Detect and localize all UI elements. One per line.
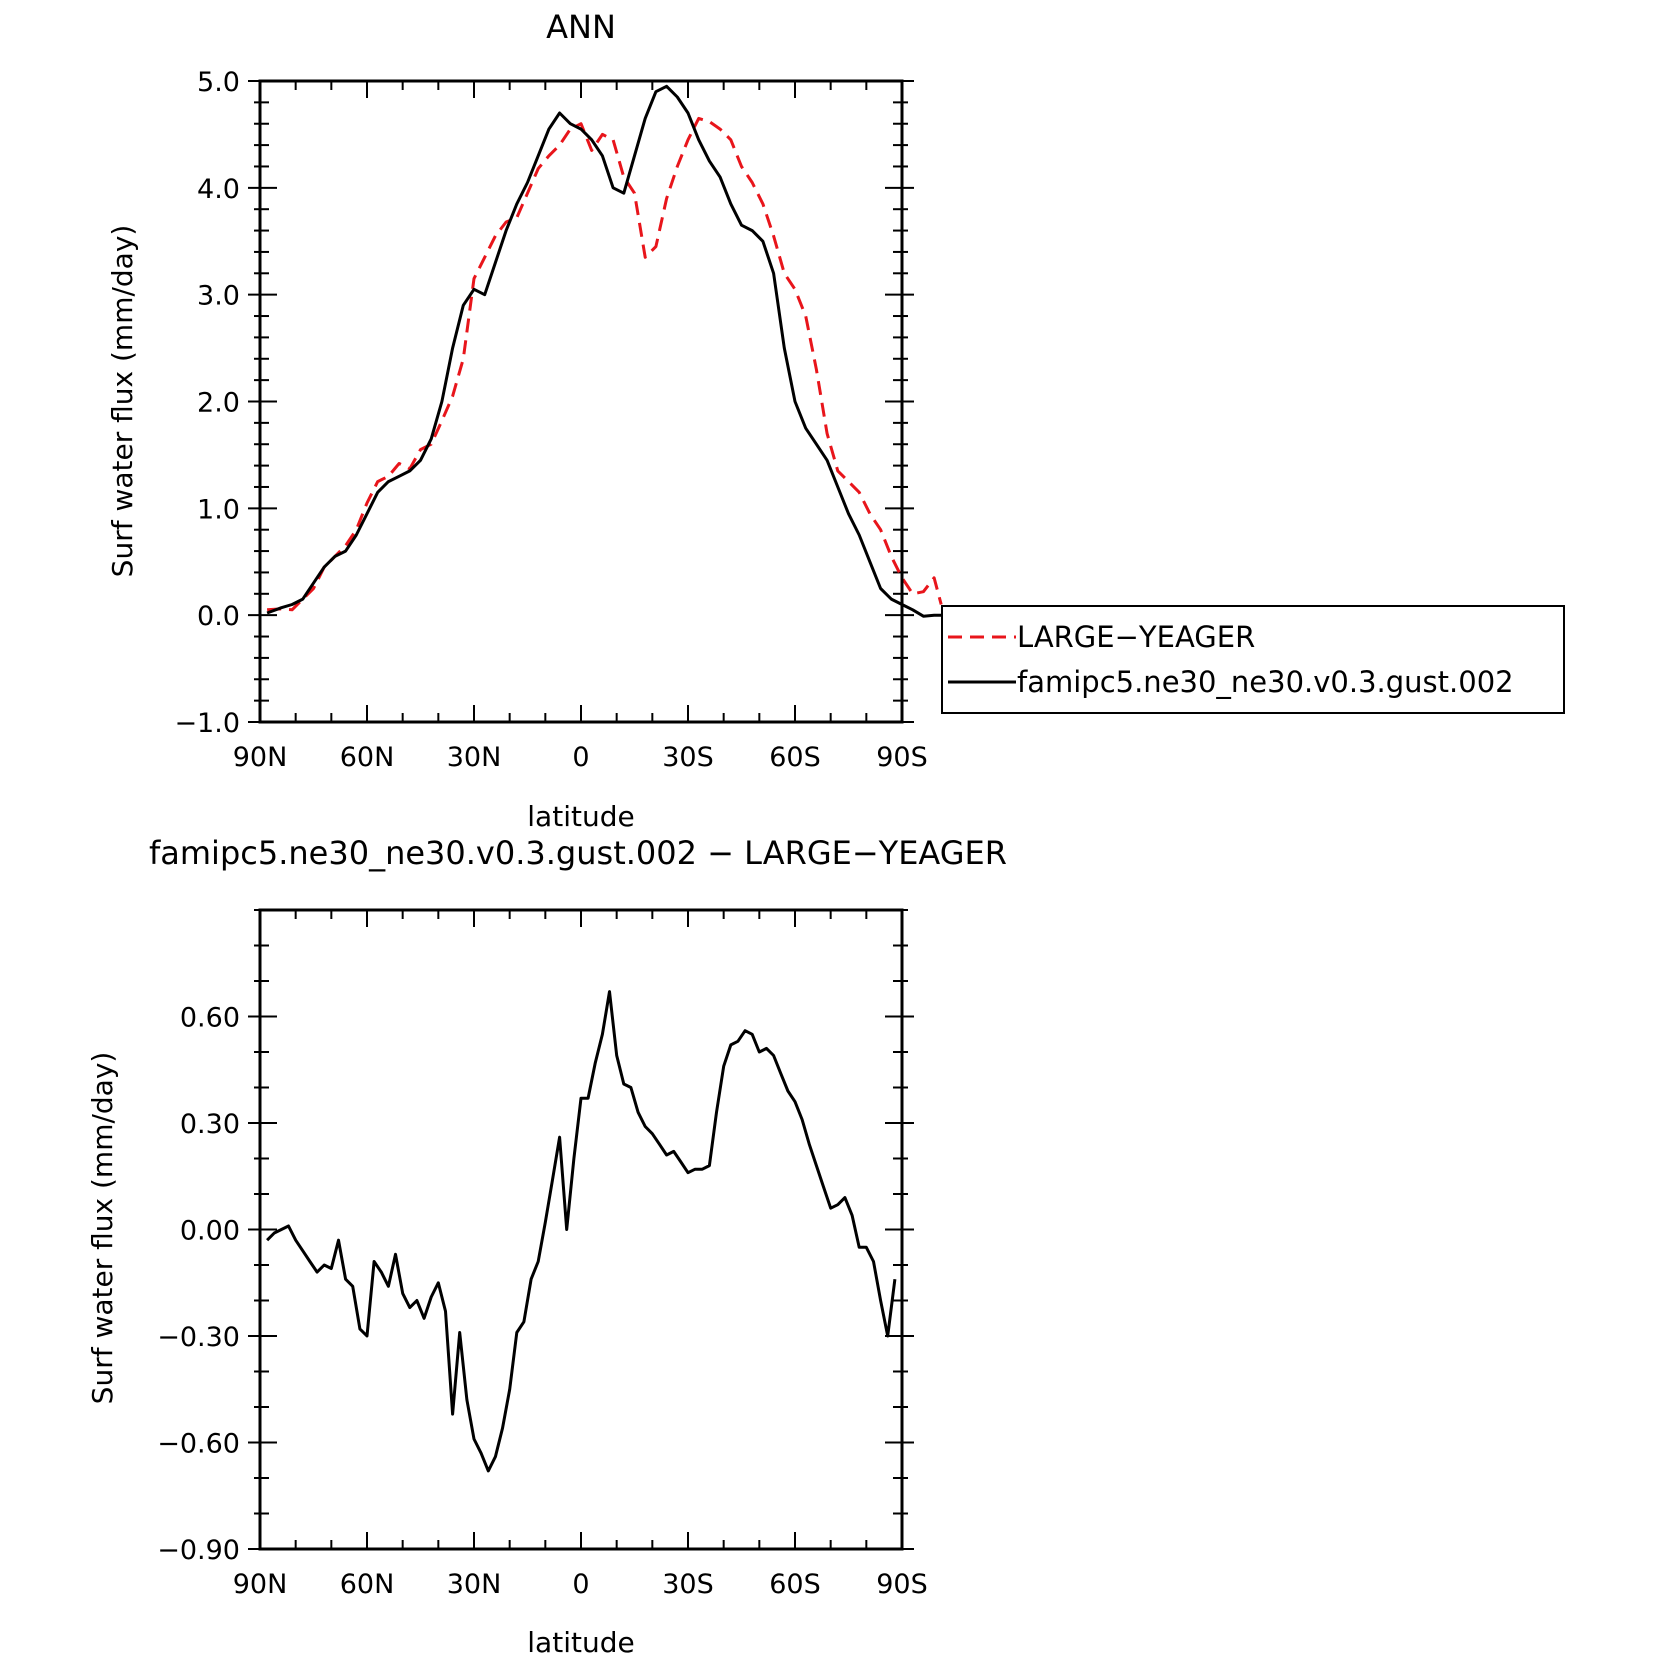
x-tick-label: 90N	[233, 742, 288, 773]
x-tick-label: 30N	[447, 742, 502, 773]
y-tick-label: 3.0	[197, 281, 240, 312]
bottom-y-tick-labels: −0.90 −0.60 −0.30 0.00 0.30 0.60	[157, 1003, 240, 1567]
y-tick-label: 5.0	[197, 67, 240, 98]
y-tick-label: −0.90	[157, 1535, 240, 1566]
legend-label-large-yeager: LARGE−YEAGER	[1017, 620, 1255, 654]
top-axis-ticks	[248, 80, 914, 723]
y-tick-label: 0.60	[180, 1003, 240, 1034]
legend-box	[941, 605, 1565, 714]
y-tick-label: 0.30	[180, 1109, 240, 1140]
bottom-chart-panel: famipc5.ne30_ne30.v0.3.gust.002 − LARGE−…	[86, 834, 1007, 1658]
y-tick-label: 1.0	[197, 494, 240, 525]
x-tick-label: 0	[572, 1569, 589, 1600]
bottom-chart-title: famipc5.ne30_ne30.v0.3.gust.002 − LARGE−…	[149, 834, 1007, 872]
bottom-series-group	[266, 990, 897, 1473]
top-plot-frame	[258, 79, 904, 724]
top-x-tick-labels: 90N 60N 30N 0 30S 60S 90S	[233, 742, 928, 773]
legend: LARGE−YEAGER famipc5.ne30_ne30.v0.3.gust…	[941, 605, 1565, 714]
x-tick-label: 60S	[769, 742, 821, 773]
y-tick-label: 0.0	[197, 601, 240, 632]
top-y-axis-title: Surf water flux (mm/day)	[106, 225, 139, 578]
y-tick-label: −0.30	[157, 1322, 240, 1353]
y-tick-label: −1.0	[174, 708, 240, 739]
x-tick-label: 90S	[876, 742, 928, 773]
x-tick-label: 60N	[340, 1569, 395, 1600]
series-line-1	[266, 84, 956, 618]
y-tick-label: 4.0	[197, 174, 240, 205]
x-tick-label: 30S	[662, 1569, 714, 1600]
legend-label-famipc5: famipc5.ne30_ne30.v0.3.gust.002	[1017, 665, 1514, 699]
bottom-x-axis-title: latitude	[527, 1626, 634, 1658]
series-line-0	[266, 990, 897, 1473]
x-tick-label: 0	[572, 742, 589, 773]
top-y-tick-labels: −1.0 0.0 1.0 2.0 3.0 4.0 5.0	[174, 67, 240, 739]
series-line-0	[266, 116, 943, 612]
y-tick-label: 0.00	[180, 1216, 240, 1247]
x-tick-label: 90S	[876, 1569, 928, 1600]
bottom-x-tick-labels: 90N 60N 30N 0 30S 60S 90S	[233, 1569, 928, 1600]
top-chart-panel: ANN −1.0 0.0 1.0 2.0 3.0 4.0 5.0 90N 60N 30N 0 30S…	[106, 8, 1565, 833]
bottom-plot-frame	[258, 908, 904, 1551]
x-tick-label: 90N	[233, 1569, 288, 1600]
x-tick-label: 60S	[769, 1569, 821, 1600]
x-tick-label: 30S	[662, 742, 714, 773]
x-tick-label: 60N	[340, 742, 395, 773]
y-tick-label: −0.60	[157, 1429, 240, 1460]
x-tick-label: 30N	[447, 1569, 502, 1600]
bottom-axis-ticks	[248, 909, 914, 1550]
bottom-y-axis-title: Surf water flux (mm/day)	[86, 1052, 119, 1405]
top-series-group	[266, 84, 956, 618]
top-chart-title: ANN	[546, 8, 616, 46]
top-x-axis-title: latitude	[527, 800, 634, 833]
y-tick-label: 2.0	[197, 388, 240, 419]
